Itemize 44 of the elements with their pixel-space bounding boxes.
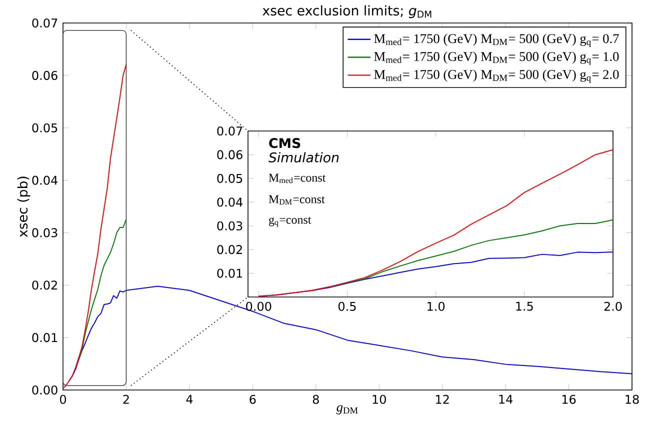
- y-tick-label: 0.04: [32, 176, 58, 185]
- line-series: [329, 219, 614, 288]
- y-tick-label: 0.02: [217, 245, 242, 254]
- y-tick-label: 0.00: [32, 385, 58, 395]
- x-tick-label: 2.0: [604, 302, 622, 311]
- y-tick-label: 0.07: [32, 18, 58, 28]
- x-tick-label: 1.0: [428, 302, 445, 311]
- y-tick-label: 0.07: [217, 126, 242, 136]
- y-tick-label: 0.03: [217, 221, 242, 230]
- x-tick-label: 6: [250, 394, 256, 404]
- y-axis-title: xsec (pb): [17, 176, 30, 238]
- x-tick-label: 1.5: [516, 302, 533, 311]
- y-tick-label: 0.02: [32, 280, 57, 290]
- annotation: Simulation: [268, 152, 339, 162]
- y-tick-label: 0.05: [217, 174, 242, 183]
- x-tick-label: 0.5: [338, 302, 356, 311]
- x-tick-label: 2: [123, 394, 129, 404]
- x-axis-title: g$_{DM}$: [336, 405, 358, 414]
- legend-label: M$_{med}$= 1750 (GeV) M$_{DM}$= 500 (GeV) g$_{q}$= 2.0: [374, 70, 619, 83]
- x-tick-label: 16: [562, 394, 576, 404]
- line-series: [75, 219, 127, 368]
- annotation: M$_{DM}$=const: [268, 195, 325, 205]
- annotation: CMS: [269, 138, 300, 148]
- x-tick-label: 14: [499, 394, 513, 404]
- y-tick-label: 0.05: [32, 123, 58, 132]
- chart-title: xsec exclusion limits; g$_{DM}$: [262, 5, 432, 18]
- x-tick-label: 0.00: [246, 302, 272, 311]
- y-tick-label: 0.04: [217, 198, 242, 207]
- x-tick-label: 0: [60, 394, 66, 404]
- x-tick-label: 10: [372, 394, 386, 404]
- x-tick-label: 12: [436, 394, 449, 404]
- y-tick-label: 0.03: [32, 228, 58, 238]
- x-tick-label: 4: [186, 394, 193, 404]
- y-tick-label: 0.01: [217, 268, 242, 278]
- annotation: g$_{q}$=const: [269, 216, 312, 227]
- annotation: M$_{med}$=const: [268, 174, 326, 184]
- line-series: [258, 149, 614, 297]
- y-tick-label: 0.01: [32, 333, 58, 342]
- legend-label: M$_{med}$= 1750 (GeV) M$_{DM}$= 500 (GeV) g$_{q}$= 1.0: [374, 52, 619, 65]
- x-tick-label: 18: [626, 394, 639, 404]
- y-tick-label: 0.06: [32, 70, 58, 80]
- legend-label: M$_{med}$= 1750 (GeV) M$_{DM}$= 500 (GeV) g$_{q}$= 0.7: [374, 34, 619, 47]
- y-tick-label: 0.06: [217, 150, 242, 160]
- x-tick-label: 8: [312, 394, 319, 404]
